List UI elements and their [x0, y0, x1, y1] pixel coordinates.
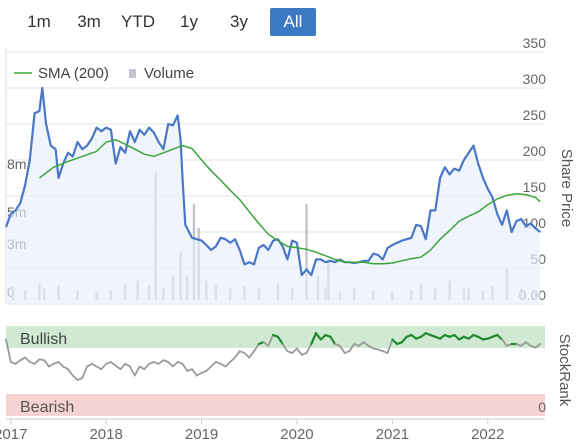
stockrank-segment: [24, 356, 31, 363]
stockrank-segment: [314, 332, 322, 341]
stockrank-axis-title: StockRank: [556, 334, 573, 407]
stockrank-segment: [33, 358, 41, 365]
range-button-1m[interactable]: 1m: [27, 12, 51, 31]
stockrank-segment: [62, 365, 69, 371]
stockrank-segment: [525, 341, 532, 347]
stockrank-segment: [367, 344, 375, 350]
stockrank-segment: [171, 361, 179, 368]
stockrank-segment: [110, 361, 117, 367]
stockrank-segment: [129, 365, 136, 377]
stockrank-segment: [67, 368, 74, 377]
range-button-3m[interactable]: 3m: [77, 12, 101, 31]
x-tick-label: 2021: [376, 426, 409, 443]
stockrank-segment: [229, 356, 236, 363]
stockrank-segment: [167, 361, 174, 368]
range-selector: 1m 3m YTD 1y 3y All: [0, 6, 579, 38]
stockrank-segment: [243, 352, 251, 359]
stockrank-segment: [124, 362, 131, 368]
stockrank-segment: [157, 359, 165, 365]
stockrank-segment: [91, 362, 98, 368]
stockrank-segment: [86, 362, 93, 368]
price-tick-label: 250: [523, 107, 547, 123]
stockrank-segment: [329, 335, 337, 346]
stockrank-segment: [195, 371, 203, 377]
stockrank-segment: [19, 356, 27, 362]
volume-legend-label: Volume: [144, 65, 194, 82]
stockrank-segment: [281, 343, 289, 353]
stockrank-segment: [348, 343, 356, 353]
range-button-ytd[interactable]: YTD: [121, 12, 155, 31]
stockrank-segment: [133, 365, 141, 377]
stockrank-segment: [386, 338, 394, 354]
price-chart: 350300250200150100500.008m5m3m0: [4, 35, 547, 305]
stockrank-segment: [248, 350, 255, 359]
stockrank-segment: [14, 359, 22, 365]
bearish-label: Bearish: [20, 399, 74, 416]
stockrank-segment: [305, 343, 313, 354]
stockrank-segment: [224, 361, 232, 368]
stockrank-segment: [95, 365, 103, 371]
volume-tick-label: 8m: [7, 156, 26, 172]
volume-legend-swatch: [129, 69, 136, 78]
stockrank-tick-label: 0: [538, 399, 546, 415]
bearish-band: [6, 394, 545, 416]
price-line: [4, 86, 541, 277]
stockrank-segment: [534, 343, 542, 349]
stockrank-segment: [143, 362, 151, 371]
stockrank-segment: [210, 361, 217, 368]
stockrank-segment: [276, 335, 284, 346]
stockrank-segment: [234, 350, 241, 359]
stockrank-segment: [100, 362, 108, 371]
price-tick-label: 350: [523, 35, 547, 51]
stockrank-segment: [57, 361, 65, 368]
sma-line: [38, 139, 541, 265]
stockrank-segment: [296, 347, 303, 356]
bullish-label: Bullish: [20, 331, 67, 348]
stockrank-segment: [5, 338, 12, 363]
range-button-3y[interactable]: 3y: [230, 12, 248, 31]
stockrank-segment: [310, 332, 318, 346]
stockrank-segment: [48, 362, 55, 368]
stockrank-segment: [138, 365, 146, 371]
stockrank-segment: [43, 359, 50, 368]
stockrank-segment: [191, 368, 198, 377]
stockrank-segment: [262, 341, 270, 347]
stockrank-segment: [71, 374, 79, 381]
stockrank-segment: [358, 341, 365, 347]
chart-legend: SMA (200) Volume: [14, 65, 194, 82]
stockrank-segment: [219, 362, 227, 368]
stockrank-segment: [81, 365, 88, 380]
x-tick-label: 2020: [280, 426, 313, 443]
stockrank-segment: [181, 362, 189, 372]
sma-legend-label: SMA (200): [38, 65, 109, 82]
range-button-all[interactable]: All: [270, 8, 316, 36]
stockrank-segment: [362, 341, 370, 347]
stockrank-segment: [496, 333, 504, 341]
volume-bar: [305, 204, 308, 300]
stockrank-segment: [501, 338, 508, 347]
stockrank-segment: [114, 364, 122, 371]
range-button-1y[interactable]: 1y: [180, 12, 198, 31]
stockrank-segment: [253, 343, 260, 353]
price-tick-label: 150: [523, 179, 547, 195]
x-tick-label: 2017: [0, 426, 27, 443]
stockrank-segment: [520, 341, 527, 347]
stockrank-segment: [119, 362, 127, 371]
x-tick-label: 2022: [471, 426, 504, 443]
stockrank-segment: [338, 344, 346, 354]
stockrank-chart: 0 2017 2018 2019 2020 2021 2022: [0, 326, 546, 443]
stockrank-segment: [205, 365, 213, 372]
x-tick-label: 2019: [185, 426, 218, 443]
stockrank-segment: [291, 347, 298, 354]
price-tick-label: 200: [523, 143, 547, 159]
stockrank-segment: [400, 335, 408, 344]
price-axis-title: Share Price: [558, 149, 575, 227]
price-tick-label: 300: [523, 71, 547, 87]
price-area: [6, 88, 541, 304]
x-tick-label: 2018: [89, 426, 122, 443]
stockrank-segment: [267, 334, 275, 347]
